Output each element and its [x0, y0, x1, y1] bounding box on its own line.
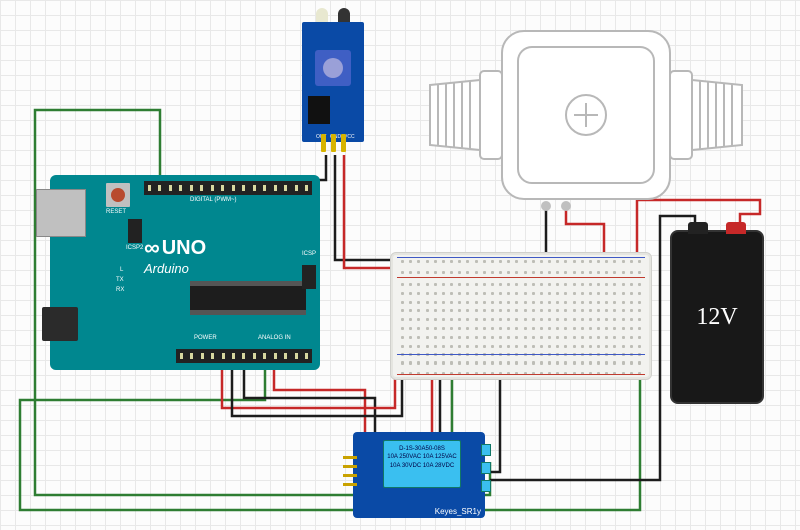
reset-button[interactable]: [106, 183, 130, 207]
solenoid-valve: [426, 25, 746, 215]
relay-input-pins: [343, 456, 357, 486]
battery-pos-terminal: [726, 222, 746, 234]
l-label: L: [120, 267, 123, 273]
icsp-label: ICSP: [302, 251, 316, 257]
board-label: UNO: [162, 237, 206, 260]
atmega-chip: [190, 281, 306, 315]
relay-screw-no: [481, 444, 491, 456]
arduino-brand: Arduino: [144, 261, 189, 276]
analog-section-label: ANALOG IN: [258, 335, 291, 341]
comparator-ic: [308, 96, 330, 124]
ir-emitter-led: [316, 8, 328, 22]
relay-text-3: 10A 30VDC 10A 28VDC: [384, 462, 460, 470]
icsp-header: [302, 265, 316, 289]
potentiometer[interactable]: [315, 50, 351, 86]
infinity-icon: ∞: [144, 235, 156, 261]
rx-label: RX: [116, 287, 124, 293]
digital-label: DIGITAL (PWM~): [190, 197, 237, 203]
relay-screw-com: [481, 462, 491, 474]
digital-header: [144, 181, 312, 195]
arduino-uno: RESET ICSP2 L TX RX DIGITAL (PWM~) ∞ UNO…: [50, 175, 320, 370]
breadboard-top-block: [401, 283, 641, 321]
battery-neg-terminal: [688, 222, 708, 234]
battery-12v: 12V: [670, 230, 764, 404]
ir-sensor-module: OUT GND VCC: [302, 22, 364, 142]
relay-text-1: D-1S-30A50-08S: [384, 445, 460, 453]
reset-label: RESET: [106, 209, 126, 215]
relay-text-2: 10A 250VAC 10A 125VAC: [384, 453, 460, 461]
breadboard-top-rail: [401, 260, 641, 274]
icsp2-header: [128, 219, 142, 243]
breadboard-bottom-rail: [401, 361, 641, 375]
relay-block: D-1S-30A50-08S 10A 250VAC 10A 125VAC 10A…: [383, 440, 461, 488]
breadboard: [390, 252, 652, 380]
power-section-label: POWER: [194, 335, 217, 341]
icsp2-label: ICSP2: [126, 245, 143, 251]
tx-label: TX: [116, 277, 124, 283]
arduino-logo: ∞ UNO: [144, 235, 206, 261]
power-analog-header: [176, 349, 312, 363]
barrel-jack: [42, 307, 78, 341]
relay-label: Keyes_SR1y: [435, 507, 481, 516]
ir-receiver-led: [338, 8, 350, 22]
usb-port: [36, 189, 86, 237]
breadboard-bottom-block: [401, 327, 641, 365]
relay-screw-nc: [481, 480, 491, 492]
sensor-header-pins: [318, 128, 348, 152]
relay-module: D-1S-30A50-08S 10A 250VAC 10A 125VAC 10A…: [353, 432, 485, 518]
battery-label: 12V: [696, 304, 737, 331]
